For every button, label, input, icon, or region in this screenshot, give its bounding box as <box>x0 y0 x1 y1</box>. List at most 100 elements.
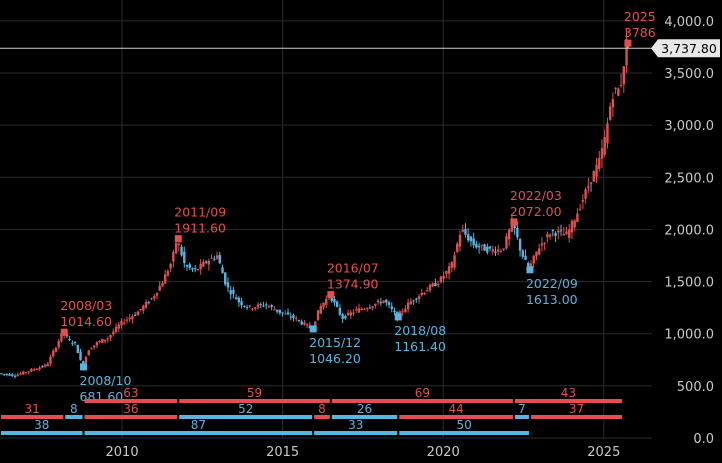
trend-segment-label: 33 <box>348 418 363 432</box>
candle-body <box>587 186 590 189</box>
candle-body <box>592 171 595 182</box>
candle-body <box>346 312 350 315</box>
candle-body <box>505 236 508 249</box>
candle-body <box>139 309 142 311</box>
candle-body <box>270 305 273 307</box>
candle-body <box>382 300 385 303</box>
candle-body <box>516 227 519 238</box>
trend-segment-label: 87 <box>191 418 206 432</box>
candle-body <box>174 242 178 253</box>
candle-body <box>475 243 478 248</box>
candle-body <box>98 340 101 343</box>
candle-body <box>199 263 202 270</box>
candle-body <box>232 289 235 294</box>
candle-body <box>611 99 615 108</box>
high-marker <box>510 218 518 226</box>
candle-body <box>303 322 306 325</box>
candle-body <box>278 309 282 313</box>
candle-body <box>368 307 372 309</box>
candle-body <box>207 260 211 265</box>
candle-body <box>404 308 407 313</box>
trend-segment-bars: 63 59 69 43 31 8 36 52 8 26 44 7 37 38 87 33 50 <box>1 386 622 435</box>
trend-segment-bar <box>399 431 529 435</box>
annotation-date: 2011/09 <box>174 205 226 220</box>
candle-body <box>390 306 393 310</box>
annotation-date: 2022/03 <box>510 188 562 203</box>
trend-segment-bar <box>514 399 622 403</box>
candle-body <box>316 310 320 321</box>
candle-body <box>461 229 464 232</box>
candle-body <box>13 375 17 377</box>
candle-body <box>349 312 353 316</box>
candle-body <box>8 374 11 376</box>
candle-body <box>95 342 99 346</box>
annotation-value: 1613.00 <box>526 292 578 307</box>
candle-body <box>57 341 60 348</box>
candle-body <box>562 233 565 236</box>
candle-body <box>281 312 284 314</box>
candle-body <box>297 319 301 321</box>
candle-body <box>49 356 52 364</box>
candle-body <box>215 255 219 259</box>
trend-segment-bar <box>314 415 330 419</box>
candle-body <box>584 189 587 199</box>
candle-body <box>142 305 145 311</box>
candle-body <box>409 301 413 305</box>
candle-body <box>101 338 104 343</box>
candle-body <box>415 298 418 300</box>
candle-body <box>131 316 134 320</box>
annotation-value: 1374.90 <box>327 277 379 292</box>
high-marker <box>174 235 182 243</box>
candle-body <box>600 148 604 159</box>
candle-body <box>546 234 549 238</box>
annotation-date: 2008/03 <box>60 298 112 313</box>
y-tick-label: 2,500.0 <box>664 171 714 186</box>
candle-body <box>128 317 131 320</box>
candle-body <box>305 324 309 326</box>
candle-body <box>374 303 377 306</box>
candle-body <box>32 369 36 371</box>
annotation-value: 3786 <box>624 25 656 40</box>
candle-body <box>426 290 429 292</box>
candle-body <box>191 268 194 270</box>
candle-body <box>84 356 88 365</box>
annotation-date: 2008/10 <box>80 373 132 388</box>
x-tick-label: 2025 <box>587 445 620 460</box>
candle-body <box>185 265 189 267</box>
candle-body <box>226 282 230 288</box>
candle-body <box>229 290 232 295</box>
candle-body <box>617 88 620 96</box>
candle-body <box>11 374 14 376</box>
candle-body <box>619 84 623 86</box>
candle-body <box>417 296 421 300</box>
y-tick-label: 0.0 <box>693 432 714 447</box>
candle-body <box>472 238 475 246</box>
candle-body <box>254 307 257 309</box>
candle-body <box>436 283 440 285</box>
candle-body <box>622 66 626 85</box>
candle-body <box>123 322 126 324</box>
grid-lines <box>0 0 652 439</box>
trend-segment-label: 8 <box>70 402 78 416</box>
candle-body <box>527 262 530 269</box>
last-price-label: 3,737.80 <box>661 41 717 56</box>
low-marker <box>80 363 88 371</box>
candle-body <box>188 264 191 268</box>
candle-body <box>557 230 560 233</box>
low-marker <box>394 313 402 321</box>
axis-labels: 0.0 500.0 1,000.0 1,500.0 2,000.0 2,500.0 3,00… <box>106 15 714 460</box>
candle-body <box>161 283 164 287</box>
candle-body <box>401 311 404 313</box>
trend-segment-label: 8 <box>318 402 326 416</box>
candle-body <box>434 282 437 286</box>
candle-body <box>52 350 55 357</box>
candle-body <box>54 347 58 352</box>
candle-body <box>2 373 6 375</box>
candle-body <box>210 257 213 259</box>
candle-body <box>497 249 500 252</box>
trend-segment-label: 26 <box>357 402 372 416</box>
candle-body <box>439 276 443 283</box>
candle-body <box>262 305 265 307</box>
candle-body <box>289 316 292 318</box>
